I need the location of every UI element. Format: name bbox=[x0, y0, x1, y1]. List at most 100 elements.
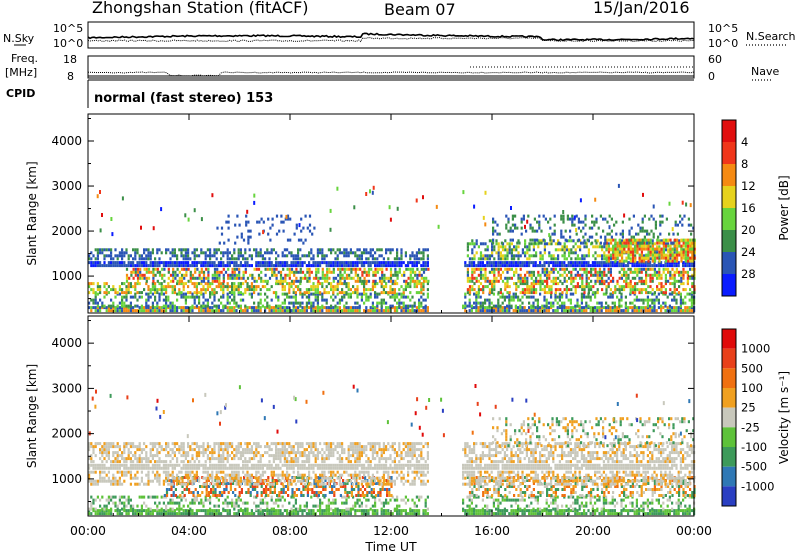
data-cell-power bbox=[258, 232, 261, 236]
data-cell-power bbox=[479, 276, 483, 280]
data-cell-power bbox=[233, 291, 236, 295]
data-cell-power bbox=[211, 301, 214, 305]
data-cell-power bbox=[497, 298, 500, 302]
data-cell-velocity bbox=[662, 512, 665, 516]
data-cell-power bbox=[139, 273, 142, 277]
data-cell-power bbox=[372, 279, 375, 283]
data-cell-velocity bbox=[385, 509, 388, 513]
data-cell-power bbox=[581, 282, 584, 286]
data-cell-power bbox=[660, 273, 663, 277]
data-cell-power bbox=[532, 285, 535, 289]
data-cell-power bbox=[302, 226, 305, 230]
data-cell-power bbox=[605, 291, 608, 295]
data-cell-power bbox=[149, 295, 152, 299]
data-cell-power bbox=[420, 309, 423, 313]
data-cell-power bbox=[334, 309, 337, 313]
data-cell-power bbox=[224, 304, 227, 308]
data-cell-power bbox=[665, 217, 668, 221]
data-cell-power bbox=[581, 273, 584, 277]
data-cell-power bbox=[338, 309, 341, 313]
data-cell-velocity bbox=[613, 512, 616, 516]
data-cell-power bbox=[180, 248, 183, 252]
data-cell-power bbox=[491, 267, 494, 271]
data-cell-power bbox=[367, 251, 370, 255]
data-cell-velocity bbox=[107, 512, 110, 516]
data-cell-power bbox=[572, 276, 575, 280]
data-cell-power bbox=[585, 264, 588, 268]
data-cell-power bbox=[614, 247, 617, 251]
data-cell-power bbox=[552, 254, 555, 258]
data-cell-power bbox=[601, 276, 604, 280]
data-cell-power bbox=[473, 261, 476, 265]
data-cell-power bbox=[607, 295, 610, 299]
data-cell-power bbox=[644, 309, 647, 313]
data-cell-power bbox=[581, 285, 584, 289]
data-cell-power bbox=[654, 226, 657, 230]
data-cell-power bbox=[679, 301, 682, 305]
data-cell-power bbox=[484, 273, 487, 277]
data-cell-power bbox=[145, 292, 148, 296]
data-cell-power bbox=[565, 267, 568, 271]
data-cell-power bbox=[257, 261, 260, 265]
data-cell-power bbox=[372, 185, 375, 190]
data-cell-power bbox=[215, 304, 218, 308]
data-cell-velocity bbox=[380, 507, 383, 511]
data-cell-power bbox=[656, 276, 659, 280]
data-cell-power bbox=[242, 298, 245, 302]
data-cell-power bbox=[365, 292, 368, 296]
data-cell-velocity bbox=[156, 495, 159, 499]
data-cell-power bbox=[652, 217, 655, 221]
data-cell-power bbox=[471, 251, 474, 255]
data-cell-power bbox=[629, 270, 632, 274]
data-cell-power bbox=[151, 261, 154, 265]
data-cell-velocity bbox=[116, 507, 119, 511]
data-cell-power bbox=[625, 285, 628, 289]
data-cell-power bbox=[253, 309, 256, 313]
data-cell-power bbox=[328, 267, 331, 271]
data-cell-power bbox=[651, 239, 654, 243]
data-cell-power bbox=[543, 295, 546, 299]
data-cell-power bbox=[563, 264, 566, 268]
data-cell-power bbox=[305, 309, 308, 313]
data-cell-power bbox=[620, 295, 623, 299]
data-cell-power bbox=[580, 306, 583, 310]
data-cell-power bbox=[647, 259, 650, 263]
data-cell-velocity bbox=[341, 495, 344, 499]
data-cell-power bbox=[282, 267, 285, 271]
data-cell-power bbox=[609, 267, 612, 271]
data-cell-power bbox=[473, 288, 476, 292]
data-cell-velocity bbox=[528, 495, 531, 499]
data-cell-power bbox=[594, 261, 597, 265]
data-cell-power bbox=[147, 292, 150, 296]
data-cell-power bbox=[160, 207, 163, 212]
data-cell-power bbox=[598, 261, 601, 265]
data-cell-power bbox=[466, 264, 469, 268]
data-cell-power bbox=[393, 257, 396, 261]
data-cell-power bbox=[680, 250, 683, 254]
data-cell-power bbox=[372, 270, 375, 274]
data-cell-power bbox=[314, 306, 317, 310]
data-cell-power bbox=[651, 301, 654, 305]
data-cell-power bbox=[209, 264, 212, 268]
data-cell-power bbox=[559, 248, 562, 252]
data-cell-power bbox=[506, 251, 509, 255]
data-cell-power bbox=[250, 306, 253, 310]
data-cell-power bbox=[572, 261, 575, 265]
data-cell-power bbox=[665, 256, 668, 260]
data-cell-power bbox=[616, 295, 619, 299]
data-cell-velocity bbox=[323, 495, 326, 499]
data-cell-power bbox=[88, 257, 91, 261]
data-cell-power bbox=[503, 306, 506, 310]
data-cell-power bbox=[638, 264, 641, 268]
data-cell-power bbox=[492, 226, 495, 230]
data-cell-power bbox=[484, 276, 487, 280]
data-cell-power bbox=[393, 298, 396, 302]
data-cell-power bbox=[202, 273, 206, 277]
data-cell-power bbox=[669, 250, 672, 254]
data-cell-velocity bbox=[226, 495, 229, 499]
data-cell-power bbox=[363, 261, 366, 265]
data-cell-power bbox=[125, 251, 128, 255]
data-cell-power bbox=[193, 251, 196, 255]
data-cell-power bbox=[118, 261, 121, 265]
data-cell-power bbox=[585, 282, 588, 286]
